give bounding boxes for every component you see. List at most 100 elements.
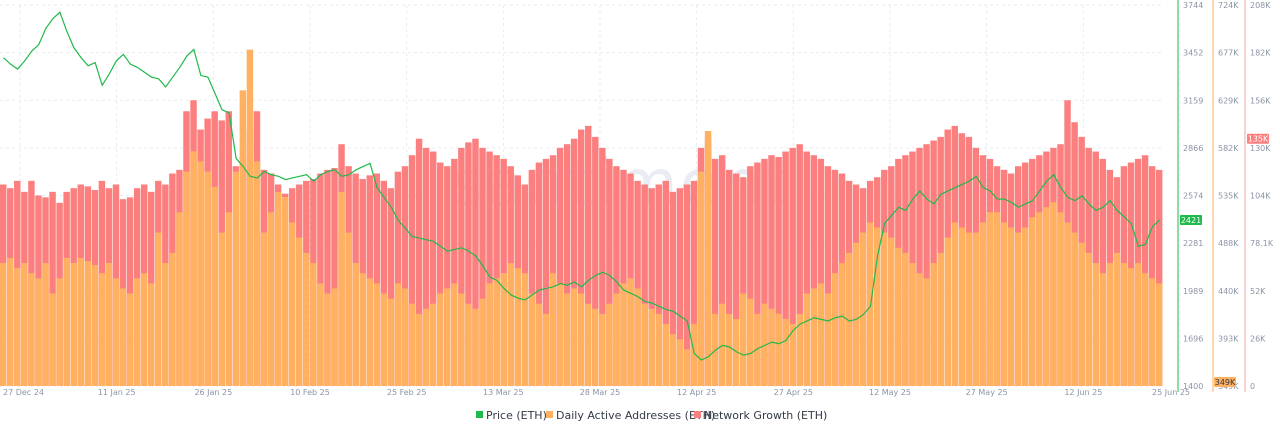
daily-active-addresses-bar: [881, 232, 888, 386]
daily-active-addresses-bar: [246, 49, 254, 386]
price-axis-tick-label: 1400: [1183, 382, 1203, 391]
daily-active-addresses-bar: [479, 298, 486, 386]
price-axis-tick-label: 1696: [1183, 334, 1203, 343]
daily-active-addresses-bar: [859, 232, 867, 386]
network-growth-bar: [634, 180, 641, 386]
daily-active-addresses-bar: [895, 247, 902, 386]
network-growth-axis-tick-label: 104K: [1250, 192, 1271, 201]
network-growth-bar: [542, 158, 550, 386]
daily-active-addresses-bar: [429, 303, 437, 386]
network-growth-bar: [754, 162, 761, 386]
daily-active-addresses-bar: [768, 308, 775, 386]
network-growth-bar: [387, 188, 395, 386]
network-growth-bar: [1141, 155, 1149, 386]
network-growth-bar: [592, 136, 599, 386]
price-value-badge-text: 2421: [1181, 216, 1201, 225]
daily-active-addresses-bar: [824, 293, 832, 386]
daily-active-addresses-bar: [1064, 222, 1071, 386]
daily-active-addresses-bar: [1092, 263, 1099, 386]
x-tick-label: 12 Jun 25: [1064, 388, 1102, 397]
legend-swatch-ng: [694, 411, 701, 418]
daily-active-addresses-bar: [507, 263, 514, 386]
network-growth-bar: [380, 180, 388, 386]
network-growth-bar: [690, 180, 698, 386]
x-axis-ticks: 27 Dec 24 11 Jan 25 26 Jan 25 10 Feb 25 25 F…: [3, 388, 1190, 397]
daily-active-addresses-bar: [937, 252, 944, 386]
network-growth-bar: [1148, 166, 1156, 386]
x-tick-label: 27 Apr 25: [774, 388, 813, 397]
network-growth-bar: [655, 184, 662, 386]
network-growth-bar: [500, 158, 507, 386]
daily-active-addresses-bar: [7, 257, 14, 386]
network-growth-bar: [126, 197, 134, 386]
network-growth-bar: [782, 151, 789, 386]
daily-active-addresses-bar: [606, 303, 613, 386]
daily-active-addresses-bar: [281, 197, 289, 386]
network-growth-axis-tick-label: 52K: [1250, 287, 1266, 296]
daily-active-addresses-bar: [725, 313, 733, 386]
daily-active-addresses-bar: [296, 237, 303, 386]
daily-active-addresses-bar: [704, 130, 712, 386]
daily-active-addresses-bar: [260, 232, 268, 386]
daily-active-addresses-bar: [359, 273, 366, 386]
network-growth-bar: [451, 158, 458, 386]
daily-active-addresses-bar: [408, 303, 416, 386]
daily-active-addresses-bar: [683, 349, 691, 386]
price-value-badge-bg: [1180, 215, 1202, 226]
daily-active-addresses-bar: [845, 252, 853, 386]
daily-active-addresses-bar: [380, 293, 388, 386]
legend-swatch-daa: [546, 411, 553, 418]
network-growth-bar: [718, 155, 726, 386]
daily-active-addresses-bar: [437, 293, 444, 386]
daily-active-addresses-bar: [599, 313, 606, 386]
daily-active-addresses-bar: [486, 283, 493, 386]
daily-active-addresses-bar: [648, 308, 655, 386]
daily-active-addresses-bar: [310, 263, 317, 386]
daily-active-addresses-bar: [852, 242, 860, 386]
daily-active-addresses-bar: [105, 263, 113, 386]
daily-active-addresses-bar: [253, 161, 261, 386]
network-growth-bar: [796, 144, 803, 386]
daily-active-addresses-bar: [415, 313, 423, 386]
daily-active-addresses-bar: [1007, 227, 1015, 386]
daily-active-addresses-bar: [733, 318, 740, 386]
legend-label-daa[interactable]: Daily Active Addresses (ETH): [556, 409, 715, 422]
daily-active-addresses-axis-tick-label: 582K: [1218, 144, 1239, 153]
legend-label-ng[interactable]: Network Growth (ETH): [704, 409, 827, 422]
network-growth-bar: [599, 147, 606, 386]
network-growth-bar: [923, 144, 930, 386]
daily-active-addresses-bar: [697, 171, 705, 386]
daily-active-addresses-bar: [831, 273, 839, 386]
daily-active-addresses-bar: [817, 283, 825, 386]
daily-active-addresses-bar: [373, 283, 381, 386]
daily-active-addresses-bar: [916, 273, 923, 386]
daily-active-addresses-axis-tick-label: 488K: [1218, 239, 1239, 248]
network-growth-bar: [49, 191, 56, 386]
daily-active-addresses-bar: [1106, 263, 1114, 386]
network-growth-bar: [768, 155, 775, 386]
daily-active-addresses-bar: [317, 283, 324, 386]
network-growth-bar: [556, 147, 564, 386]
daily-active-addresses-bar: [225, 212, 232, 386]
daily-active-addresses-bar: [49, 293, 56, 386]
network-growth-bar: [394, 171, 402, 386]
daily-active-addresses-bar: [394, 283, 402, 386]
network-growth-axis-tick-label: 130K: [1250, 144, 1271, 153]
daily-active-addresses-bar: [613, 293, 620, 386]
daily-active-addresses-axis-tick-label: 440K: [1218, 287, 1239, 296]
daily-active-addresses-bar: [972, 232, 980, 386]
daily-active-addresses-bar: [662, 324, 670, 386]
network-growth-bar: [810, 155, 818, 386]
network-growth-bar: [401, 166, 409, 386]
daily-active-addresses-bar: [986, 212, 994, 386]
network-growth-bar: [331, 168, 338, 386]
daily-active-addresses-bar: [1029, 217, 1036, 386]
daily-active-addresses-bar: [1141, 273, 1149, 386]
network-growth-bar: [415, 138, 423, 386]
value-badges: 2421 349K 135K: [1180, 133, 1269, 387]
daily-active-addresses-bar: [923, 278, 930, 386]
network-growth-bar: [747, 166, 754, 386]
legend-label-price[interactable]: Price (ETH): [486, 409, 547, 422]
daily-active-addresses-bar: [401, 288, 409, 386]
